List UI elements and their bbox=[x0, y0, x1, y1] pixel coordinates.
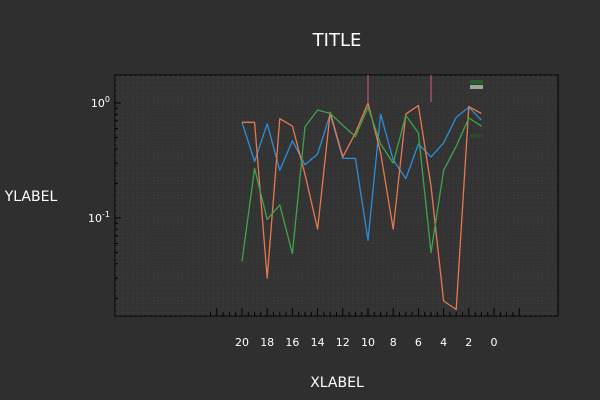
x-axis-label: XLABEL bbox=[310, 375, 364, 391]
x-tick-label: 8 bbox=[390, 336, 397, 349]
y-axis-ticks: 100 10-1 bbox=[88, 95, 121, 299]
x-tick-label: 0 bbox=[491, 336, 498, 349]
x-tick-label: 6 bbox=[415, 336, 422, 349]
x-axis-ticks: 20 18 16 14 12 10 8 6 4 2 0 bbox=[210, 308, 520, 349]
legend-swatch bbox=[470, 134, 483, 137]
y-axis-label: YLABEL bbox=[4, 189, 58, 205]
grid bbox=[115, 75, 558, 316]
series-line bbox=[241, 106, 482, 262]
y-tick-label: 100 bbox=[91, 95, 110, 110]
x-tick-label: 16 bbox=[285, 336, 299, 349]
x-tick-label: 2 bbox=[465, 336, 472, 349]
x-tick-label: 14 bbox=[311, 336, 325, 349]
series-line bbox=[242, 102, 482, 311]
plot-area bbox=[114, 74, 559, 317]
x-tick-label: 20 bbox=[235, 336, 249, 349]
x-tick-label: 10 bbox=[361, 336, 375, 349]
x-tick-label: 4 bbox=[440, 336, 447, 349]
series-line bbox=[241, 106, 482, 241]
series-layer bbox=[241, 102, 482, 311]
legend-swatch bbox=[470, 80, 483, 84]
chart-title: TITLE bbox=[312, 30, 362, 51]
y-tick-label: 10-1 bbox=[88, 210, 110, 225]
x-tick-label: 18 bbox=[260, 336, 274, 349]
x-tick-label: 12 bbox=[336, 336, 350, 349]
legend-swatch bbox=[470, 85, 483, 89]
legend bbox=[470, 80, 483, 137]
reference-lines bbox=[367, 75, 432, 102]
